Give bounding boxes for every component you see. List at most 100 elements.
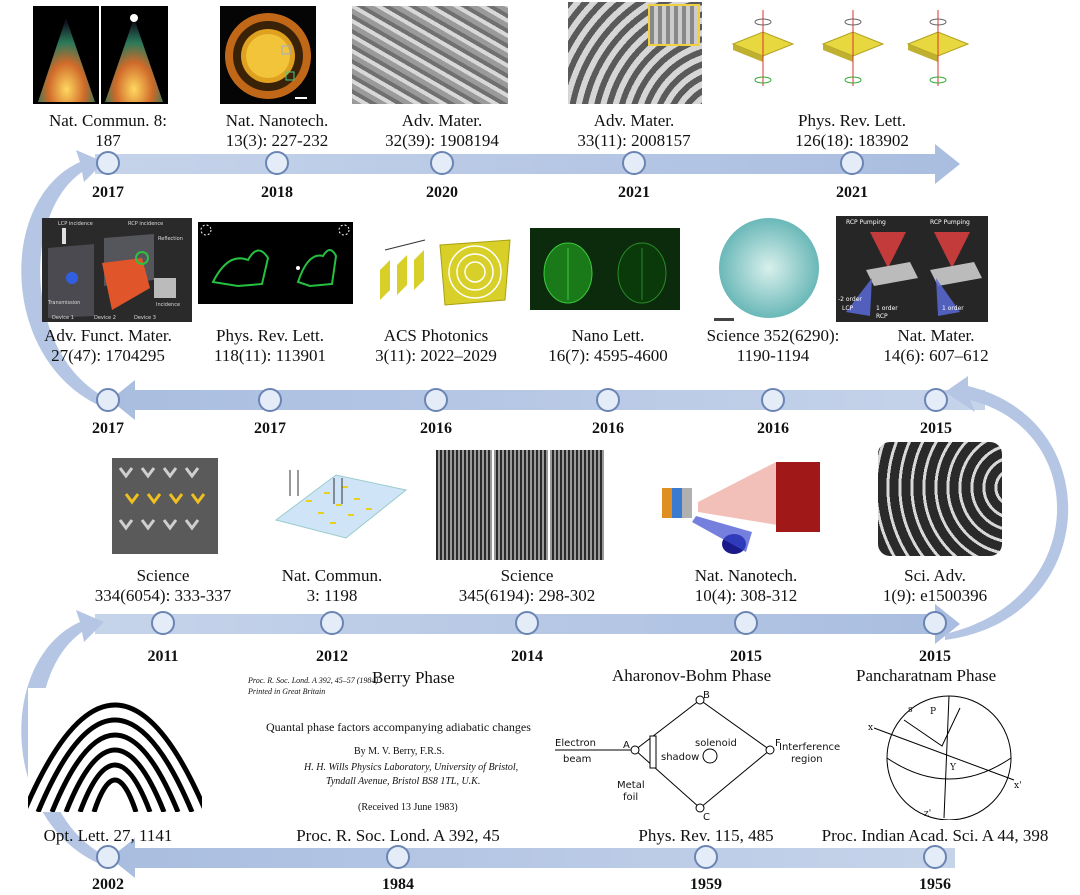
svg-text:F: F <box>775 738 781 749</box>
thumb-2015-hologram-beam <box>656 452 824 560</box>
year-label: 1984 <box>382 876 414 893</box>
citation-journal: Science <box>500 566 554 585</box>
ab-caption: Aharonov-Bohm Phase <box>612 666 772 685</box>
citation-ref: 187 <box>95 131 121 150</box>
svg-text:C: C <box>703 812 710 823</box>
citation-ref: 27(47): 1704295 <box>51 346 165 365</box>
thumb-2016-beetles <box>530 228 680 310</box>
svg-text:solenoid: solenoid <box>695 738 737 749</box>
svg-text:z': z' <box>924 809 931 819</box>
citation-ref: 1190-1194 <box>736 346 810 365</box>
berry-caption: Berry Phase <box>372 668 455 687</box>
year-label: 2018 <box>261 184 293 201</box>
year-label: 2015 <box>730 648 762 665</box>
citation-journal: ACS Photonics <box>383 326 489 345</box>
thumb-2021-sem-arcs <box>568 2 702 104</box>
thumb-2016-ring-device <box>375 220 515 310</box>
citation-label: Science 352(6290): 1190-1194 <box>663 326 883 366</box>
year-label: 2016 <box>757 420 789 437</box>
citation-label: Opt. Lett. 27, 1141 <box>43 826 173 845</box>
berry-affil1: H. H. Wills Physics Laboratory, Universi… <box>304 762 519 773</box>
citation-label: Phys. Rev. 115, 485 <box>638 826 774 845</box>
citation-ref: 118(11): 113901 <box>214 346 326 365</box>
citation-journal: Nat. Commun. 8: <box>48 111 168 130</box>
track-row2 <box>110 380 985 420</box>
citation-label: Nat. Nanotech. 10(4): 308-312 <box>636 566 856 606</box>
svg-text:-2 order: -2 order <box>838 296 862 303</box>
thumb-2011-v-antennas <box>112 458 218 554</box>
svg-text:s: s <box>908 705 913 715</box>
timeline-node-2002 <box>96 845 120 869</box>
timeline-node-2012 <box>320 611 344 635</box>
citation-label: Sci. Adv. 1(9): e1500396 <box>825 566 1045 606</box>
year-label: 2017 <box>92 420 124 437</box>
citation-label: Adv. Mater. 32(39): 1908194 <box>332 111 552 151</box>
citation-ref: 3(11): 2022–2029 <box>375 346 497 365</box>
thumb-2017-cones <box>33 6 168 104</box>
year-label: 2017 <box>254 420 286 437</box>
berry-header2: Printed in Great Britain <box>248 687 326 696</box>
svg-text:foil: foil <box>623 792 638 803</box>
pancharatnam-caption: Pancharatnam Phase <box>856 666 997 685</box>
citation-label: Nat. Commun. 8: 187 <box>0 111 218 151</box>
year-label: 2015 <box>919 648 951 665</box>
timeline-node-2017 <box>96 388 120 412</box>
thumb-2018-ring <box>220 6 316 104</box>
berry-author: By M. V. Berry, F.R.S. <box>354 746 445 757</box>
citation-journal: Nat. Nanotech. <box>225 111 329 130</box>
year-label: 2015 <box>920 420 952 437</box>
citation-journal: Science <box>136 566 190 585</box>
citation-ref: 14(6): 607–612 <box>883 346 989 365</box>
year-label: 2016 <box>420 420 452 437</box>
svg-text:1 order: 1 order <box>942 305 964 312</box>
citation-label: Adv. Mater. 33(11): 2008157 <box>524 111 744 151</box>
citation-label: Science 345(6194): 298-302 <box>417 566 637 606</box>
svg-text:A: A <box>623 740 630 751</box>
svg-text:Y: Y <box>949 763 957 773</box>
svg-text:region: region <box>791 754 823 765</box>
citation-label: Nat. Mater. 14(6): 607–612 <box>826 326 1046 366</box>
svg-text:RCP incidence: RCP incidence <box>128 221 163 227</box>
timeline-node-1959 <box>694 845 718 869</box>
svg-text:RCP Pumping: RCP Pumping <box>930 219 970 226</box>
timeline-node-2018 <box>265 151 289 175</box>
year-label: 2012 <box>316 648 348 665</box>
svg-text:shadow: shadow <box>661 752 699 763</box>
timeline-node-2015 <box>924 388 948 412</box>
svg-text:Transmission: Transmission <box>47 300 80 306</box>
svg-text:LCP: LCP <box>842 305 854 312</box>
thumb-2015-cones-lcp: RCP Pumping RCP Pumping -2 order LCP 1 o… <box>836 216 988 322</box>
citation-ref: 1(9): e1500396 <box>882 586 988 605</box>
timeline-node-2016 <box>761 388 785 412</box>
curve-left-top <box>21 150 110 410</box>
citation-journal: Nat. Nanotech. <box>694 566 798 585</box>
thumb-2016-disk <box>706 216 832 326</box>
citation-ref: 10(4): 308-312 <box>694 586 798 605</box>
timeline-node-2021 <box>840 151 864 175</box>
curve-right-middle <box>945 376 1069 640</box>
year-label: 1959 <box>690 876 722 893</box>
timeline-node-2011 <box>151 611 175 635</box>
citation-journal: Adv. Funct. Mater. <box>44 326 172 345</box>
berry-header1: Proc. R. Soc. Lond. A 392, 45–57 (1984) <box>248 676 379 685</box>
citation-label: Proc. Indian Acad. Sci. A 44, 398 <box>821 826 1049 845</box>
svg-text:beam: beam <box>563 754 591 765</box>
citation-ref: 16(7): 4595-4600 <box>548 346 668 365</box>
year-label: 2021 <box>836 184 868 201</box>
svg-text:LCP incidence: LCP incidence <box>58 221 93 227</box>
citation-label: Phys. Rev. Lett. 126(18): 183902 <box>742 111 962 151</box>
citation-ref: 345(6194): 298-302 <box>458 586 596 605</box>
thumb-2014-gratings <box>436 450 604 560</box>
berry-paper: Proc. R. Soc. Lond. A 392, 45–57 (1984) … <box>248 668 548 820</box>
berry-title: Quantal phase factors accompanying adiab… <box>266 720 531 734</box>
citation-label: Phys. Rev. Lett. 118(11): 113901 <box>160 326 380 366</box>
timeline-node-2020 <box>430 151 454 175</box>
svg-text:Electron: Electron <box>555 738 596 749</box>
citation-journal: Nat. Commun. <box>281 566 383 585</box>
year-label: 2021 <box>618 184 650 201</box>
citation-label: Proc. R. Soc. Lond. A 392, 45 <box>296 826 500 845</box>
berry-received: (Received 13 June 1983) <box>358 802 458 813</box>
citation-label: Adv. Funct. Mater. 27(47): 1704295 <box>0 326 218 366</box>
ab-diagram: Electron beam A B C F shadow solenoid In… <box>555 690 840 823</box>
